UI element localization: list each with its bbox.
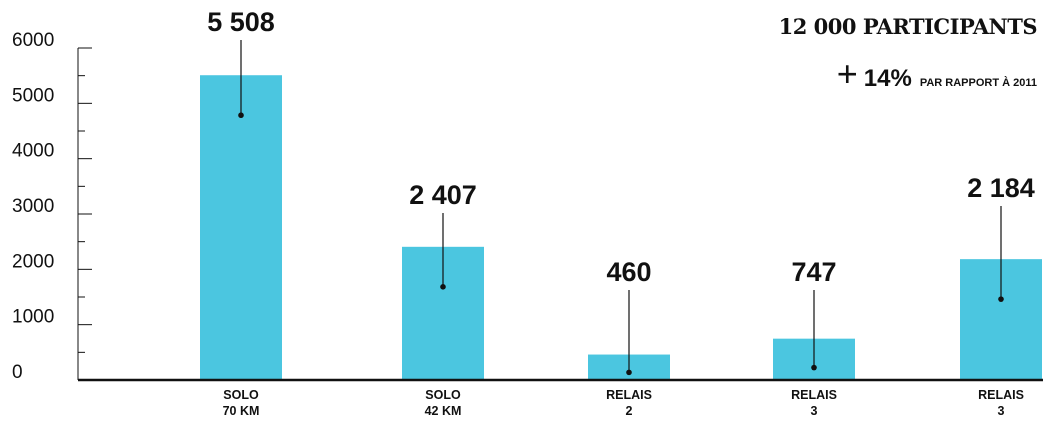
y-tick-label: 2000 (12, 251, 54, 272)
leader-dot (811, 364, 817, 371)
category-label-line2: 2 (626, 404, 633, 418)
category-label-line2: 3 (811, 404, 818, 418)
category-label-line1: SOLO (425, 388, 461, 402)
y-tick-label: 6000 (12, 30, 54, 51)
category-label-line2: 3 (998, 404, 1005, 418)
y-tick-label: 1000 (12, 307, 54, 328)
leader-lines (238, 40, 1004, 376)
y-tick-label: 5000 (12, 85, 54, 106)
value-label: 5 508 (207, 7, 275, 37)
category-label-line2: 70 KM (223, 404, 260, 418)
y-tick-label: 3000 (12, 196, 54, 217)
value-label: 2 407 (409, 180, 477, 210)
plus-sign: + (836, 53, 858, 94)
bar (200, 75, 282, 380)
y-axis: 0 1000 2000 3000 4000 5000 6000 (12, 30, 92, 383)
category-label-line1: RELAIS (606, 388, 652, 402)
bars (200, 75, 1042, 380)
value-label: 460 (606, 257, 651, 287)
growth-note: PAR RAPPORT À 2011 (919, 77, 1037, 89)
value-labels: 5 508 2 407 460 747 2 184 (207, 7, 1035, 287)
category-label-line1: SOLO (223, 388, 259, 402)
growth-line: + 14% PAR RAPPORT À 2011 (837, 56, 1037, 93)
category-label-line1: RELAIS (791, 388, 837, 402)
leader-dot (998, 296, 1004, 302)
y-tick-label: 4000 (12, 141, 54, 162)
category-labels: SOLO 70 KM SOLO 42 KM RELAIS 2 RELAIS 3 RELAIS 3 (223, 388, 1024, 418)
category-label-line2: 42 KM (425, 404, 462, 418)
growth-percent: 14% (863, 65, 912, 92)
leader-dot (440, 284, 446, 290)
value-label: 747 (791, 257, 836, 287)
value-label: 2 184 (967, 173, 1035, 203)
leader-dot (238, 112, 244, 119)
leader-dot (626, 369, 632, 376)
total-participants-headline: 12 000 PARTICIPANTS (778, 14, 1038, 39)
category-label-line1: RELAIS (978, 388, 1024, 402)
y-tick-label: 0 (12, 362, 23, 383)
